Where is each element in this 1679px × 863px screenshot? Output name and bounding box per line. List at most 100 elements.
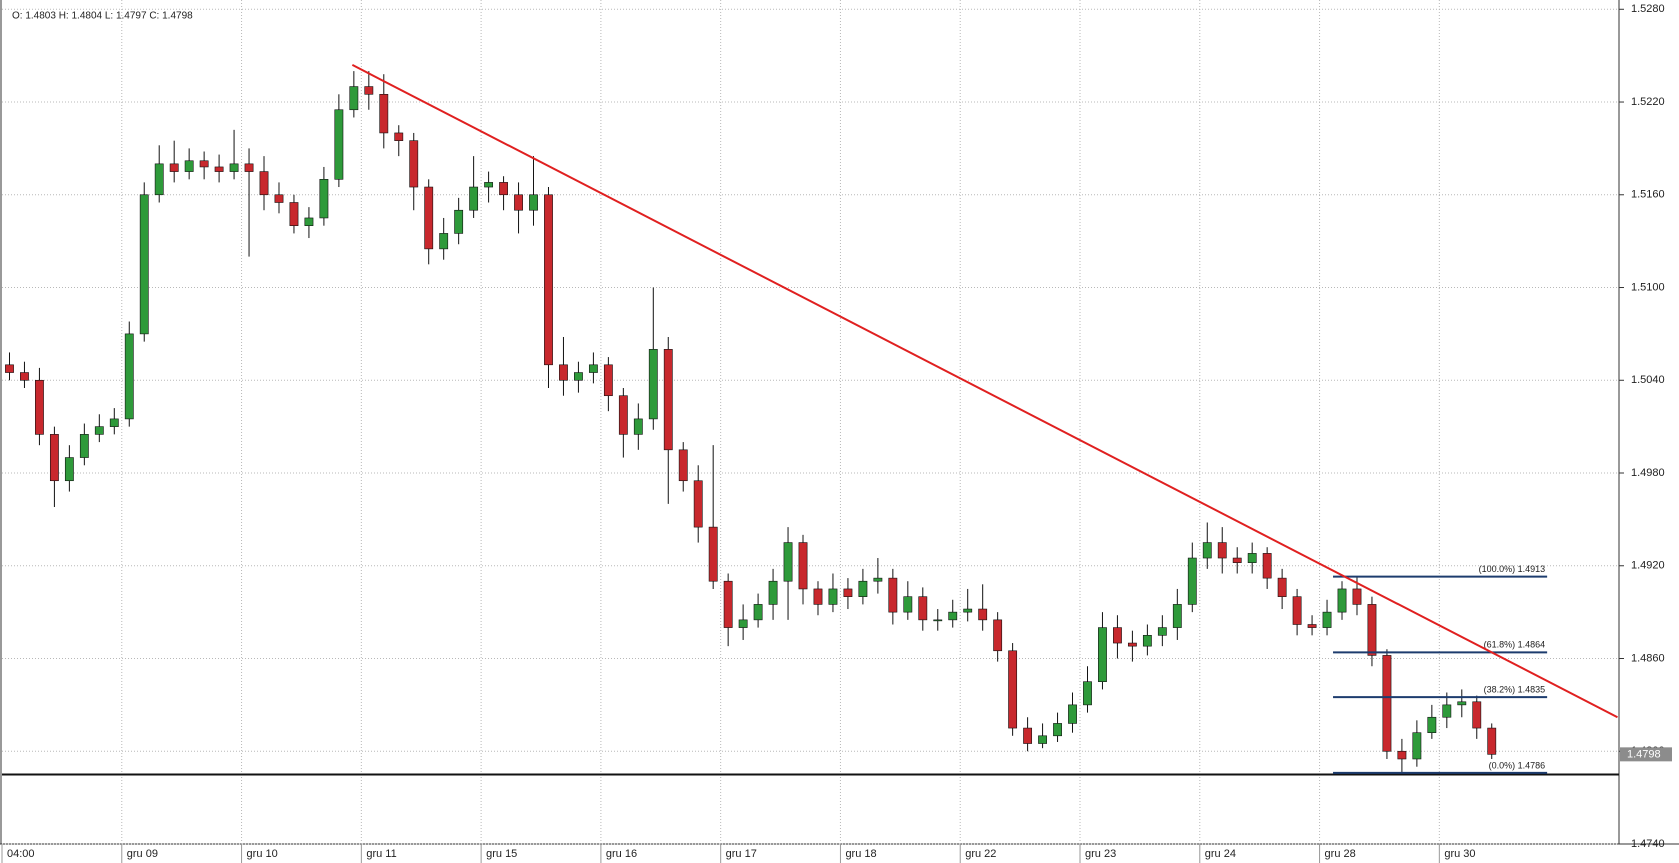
candle-body — [64, 457, 74, 482]
candle-body — [169, 163, 179, 172]
candle-body — [319, 179, 329, 219]
candle-body — [1202, 542, 1212, 559]
candle-body — [364, 86, 374, 95]
candle-body — [783, 542, 793, 582]
x-tick-label: gru 18 — [845, 848, 876, 860]
x-tick-label: 04:00 — [7, 848, 35, 860]
candle-body — [1083, 681, 1092, 706]
candle-body — [514, 194, 523, 211]
x-tick-label: gru 28 — [1325, 848, 1356, 860]
candle-body — [109, 418, 119, 427]
y-tick-label: 1.4860 — [1631, 652, 1665, 664]
candle-body — [1262, 553, 1272, 579]
candle-body — [1187, 557, 1197, 605]
candle-body — [1113, 627, 1122, 644]
candle-body — [559, 364, 568, 381]
candle-body — [603, 364, 613, 397]
x-tick-label: gru 17 — [726, 848, 757, 860]
candle-body — [828, 588, 838, 605]
candle-body — [274, 194, 284, 203]
candle-body — [1127, 642, 1137, 647]
candle-body — [1292, 596, 1302, 625]
candle-body — [439, 233, 449, 250]
candle-body — [304, 217, 314, 226]
fib-label: (38.2%) 1.4835 — [1484, 685, 1546, 695]
candle-body — [1068, 704, 1077, 724]
candle-body — [918, 596, 928, 621]
y-tick-label: 1.4740 — [1631, 838, 1665, 850]
candle-body — [199, 160, 209, 168]
candle-body — [154, 163, 164, 196]
candle-body — [469, 186, 479, 211]
candle-body — [1157, 627, 1167, 636]
candle-body — [139, 194, 149, 335]
candle-body — [229, 163, 239, 172]
trendline — [351, 64, 1618, 719]
candle-body — [394, 132, 404, 141]
candle-body — [903, 596, 913, 613]
candle-body — [873, 577, 883, 582]
candle-body — [1442, 704, 1452, 718]
y-tick-label: 1.5160 — [1631, 189, 1665, 201]
candle-body — [663, 349, 673, 451]
candle-body — [334, 109, 344, 180]
candle-body — [1412, 732, 1422, 760]
candle-body — [1217, 542, 1227, 559]
last-price-box — [1620, 747, 1672, 762]
candle-body — [588, 364, 598, 373]
candle-body — [963, 608, 973, 613]
x-tick-label: gru 11 — [366, 848, 396, 860]
candle-body — [1487, 727, 1497, 755]
candle-body — [574, 372, 583, 381]
candle-body — [49, 434, 59, 482]
candle-body — [888, 577, 898, 613]
candle-body — [1307, 624, 1317, 628]
candle-body — [1427, 716, 1437, 734]
candle-body — [858, 580, 868, 597]
candle-body — [813, 588, 823, 605]
y-tick-label: 1.5040 — [1631, 374, 1665, 386]
candle-body — [723, 580, 733, 628]
y-tick-label: 1.5100 — [1631, 281, 1665, 293]
candle-body — [993, 619, 1003, 652]
candle-body — [978, 608, 988, 621]
candle-body — [484, 182, 494, 188]
candle-body — [648, 349, 658, 420]
candle-body — [79, 434, 89, 458]
candle-body — [753, 604, 763, 621]
candle-body — [768, 580, 778, 605]
x-tick-label: gru 24 — [1205, 848, 1236, 860]
candle-body — [94, 426, 104, 435]
y-tick-label: 1.4920 — [1631, 560, 1665, 572]
candle-body — [1232, 557, 1242, 563]
x-tick-label: gru 15 — [486, 848, 517, 860]
candle-body — [693, 480, 703, 528]
candle-body — [289, 202, 299, 226]
candle-body — [544, 194, 553, 366]
candle-body — [259, 171, 269, 196]
x-tick-label: gru 10 — [247, 848, 278, 860]
fib-label: (61.8%) 1.4864 — [1484, 640, 1546, 650]
fib-label: (100.0%) 1.4913 — [1479, 564, 1546, 574]
y-tick-label: 1.5220 — [1631, 96, 1665, 108]
x-tick-label: gru 09 — [127, 848, 158, 860]
candle-body — [1397, 750, 1407, 760]
candle-body — [1023, 727, 1033, 744]
candle-body — [214, 166, 224, 172]
candle-body — [1352, 588, 1362, 605]
candle-body — [35, 379, 44, 435]
candle-body — [20, 372, 29, 381]
candle-body — [1008, 650, 1018, 729]
x-tick-label: gru 23 — [1085, 848, 1116, 860]
candle-body — [1322, 611, 1332, 628]
candle-body — [678, 449, 688, 482]
candle-body — [454, 209, 464, 234]
candle-body — [933, 619, 943, 622]
candle-body — [738, 619, 748, 628]
candle-body — [379, 93, 389, 134]
candle-body — [244, 163, 254, 172]
candle-body — [1247, 553, 1257, 563]
candle-body — [5, 364, 14, 373]
